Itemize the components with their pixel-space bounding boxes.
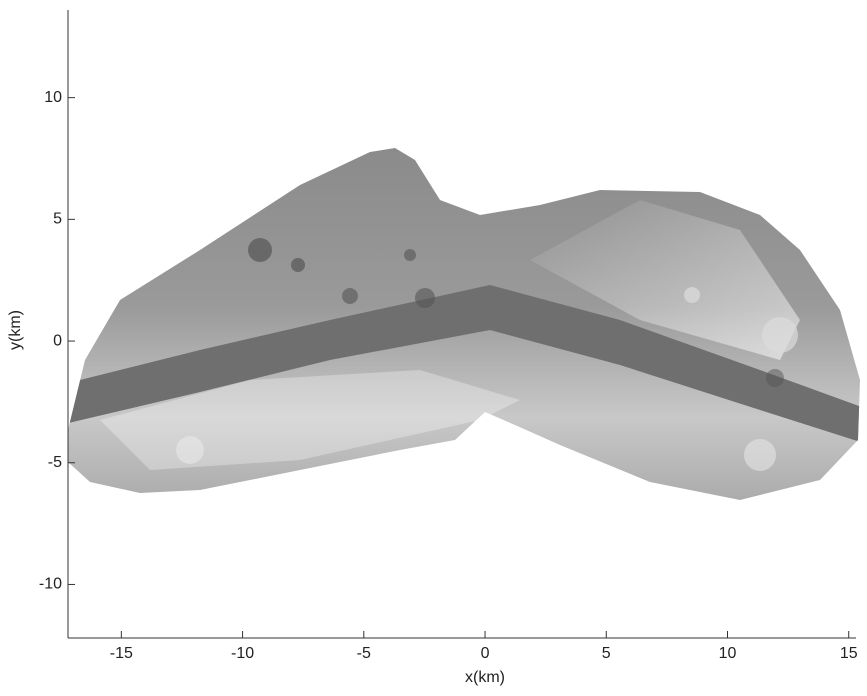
asteroid-image [60, 140, 867, 510]
y-tick-label: 5 [53, 211, 62, 228]
x-tick-label: 15 [840, 645, 858, 662]
x-tick-label: -5 [357, 645, 371, 662]
y-tick-label: -10 [39, 576, 62, 593]
x-tick-label: -10 [231, 645, 254, 662]
x-tick-label: 10 [719, 645, 737, 662]
chart: x(km) y(km) -15 -10 -5 0 5 10 15 -10 -5 0 5 10 [0, 0, 867, 696]
y-axis-label: y(km) [7, 310, 24, 350]
y-tick-label: 10 [44, 89, 62, 106]
x-tick-label: 5 [602, 645, 611, 662]
x-axis-label: x(km) [465, 669, 505, 686]
y-tick-label: -5 [48, 454, 62, 471]
y-tick-label: 0 [53, 332, 62, 349]
x-tick-label: -15 [110, 645, 133, 662]
x-tick-label: 0 [481, 645, 490, 662]
